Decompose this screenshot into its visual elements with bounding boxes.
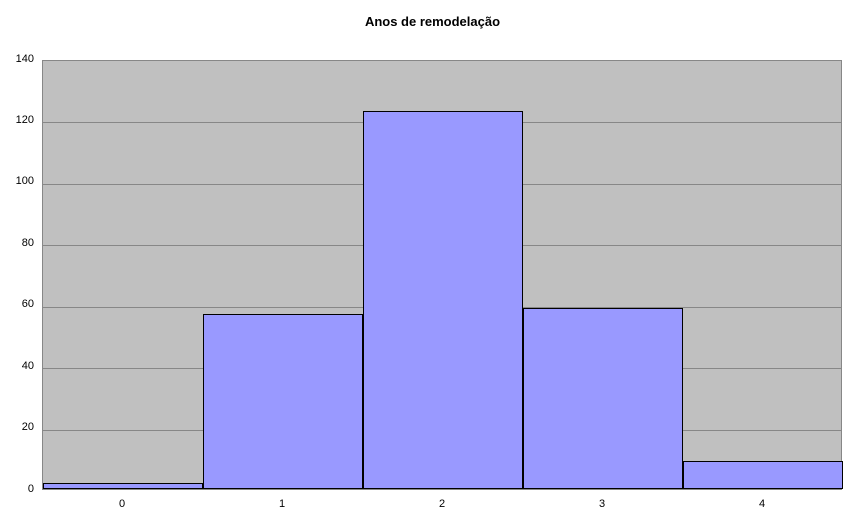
y-tick-label: 40 bbox=[0, 360, 34, 372]
bar bbox=[683, 461, 843, 489]
y-tick-label: 80 bbox=[0, 237, 34, 249]
bar bbox=[523, 308, 683, 489]
bar bbox=[363, 111, 523, 489]
bars-layer bbox=[43, 61, 841, 489]
chart-title: Anos de remodelação bbox=[0, 14, 865, 29]
y-tick-label: 120 bbox=[0, 114, 34, 126]
x-tick-label: 3 bbox=[562, 498, 642, 510]
x-tick-label: 0 bbox=[82, 498, 162, 510]
y-tick-label: 20 bbox=[0, 421, 34, 433]
chart-container: Anos de remodelação 0 20 40 60 80 100 120 140 0… bbox=[0, 0, 865, 529]
plot-area bbox=[42, 60, 842, 490]
y-tick-label: 0 bbox=[0, 483, 34, 495]
x-tick-label: 4 bbox=[722, 498, 802, 510]
bar bbox=[203, 314, 363, 489]
x-tick-label: 2 bbox=[402, 498, 482, 510]
y-tick-label: 140 bbox=[0, 53, 34, 65]
bar bbox=[43, 483, 203, 489]
x-tick-label: 1 bbox=[242, 498, 322, 510]
y-tick-label: 100 bbox=[0, 175, 34, 187]
y-tick-label: 60 bbox=[0, 298, 34, 310]
